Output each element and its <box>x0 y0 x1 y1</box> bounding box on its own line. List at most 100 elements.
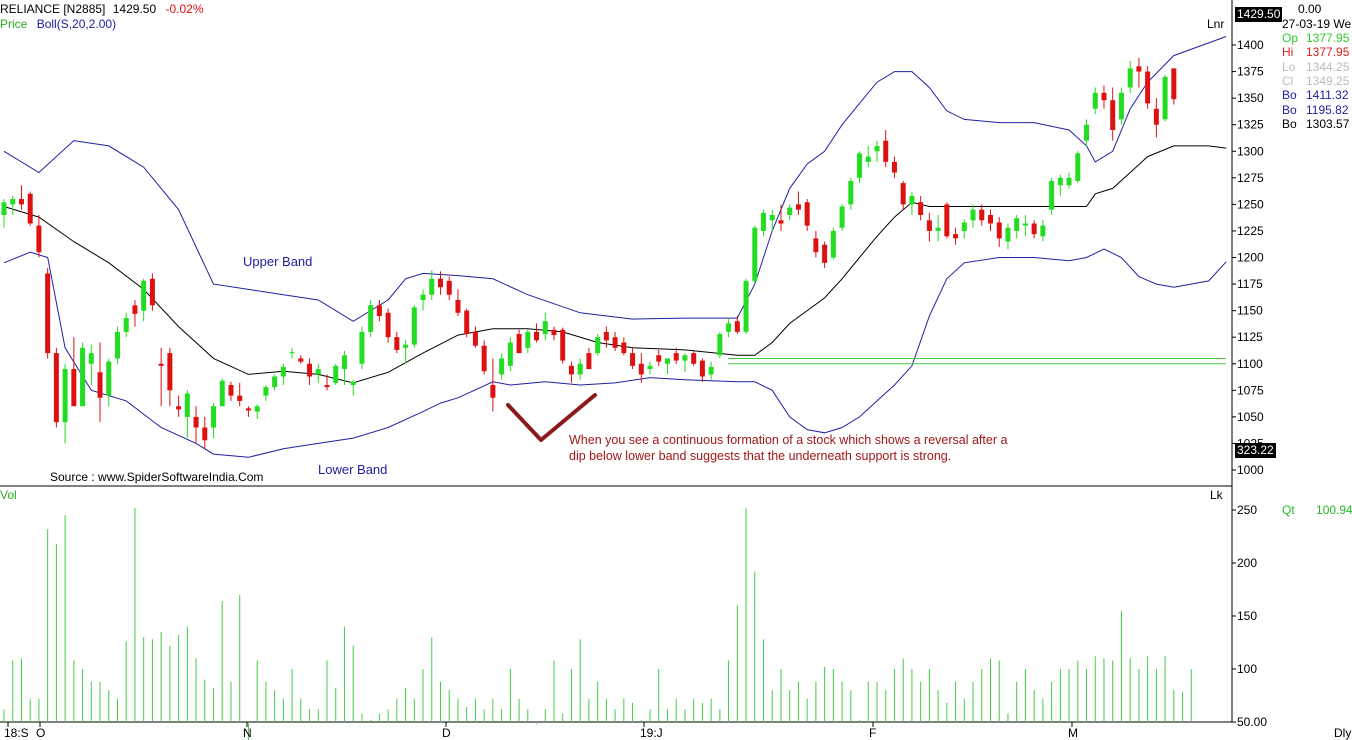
candle <box>883 130 889 168</box>
candle-body <box>621 342 627 354</box>
candle <box>272 374 278 391</box>
vol-label: Vol <box>0 488 17 502</box>
info-row: Hi 1377.95 <box>1282 45 1349 59</box>
candle <box>507 337 513 372</box>
candle-body <box>507 342 513 366</box>
lk-label: Lk <box>1210 488 1223 502</box>
price-tick-label: 1375 <box>1237 65 1264 79</box>
candle <box>752 225 758 285</box>
candle-body <box>568 365 574 375</box>
info-row: Bo 1195.82 <box>1282 103 1349 117</box>
price-tick-label: 1150 <box>1237 304 1263 318</box>
info-row-value: 1344.25 <box>1306 59 1350 74</box>
candle-body <box>612 337 618 348</box>
candle-body <box>1136 66 1142 72</box>
candle <box>1049 177 1055 215</box>
candle-body <box>935 227 941 231</box>
lnr-label: Lnr <box>1207 17 1225 31</box>
candle-body <box>987 215 993 224</box>
candle-body <box>1110 100 1116 130</box>
candle-body <box>787 207 793 215</box>
candle <box>909 191 915 215</box>
info-row-key: Cl <box>1282 73 1294 88</box>
candle <box>996 217 1002 247</box>
candle <box>307 358 313 385</box>
candle-body <box>1005 227 1011 242</box>
candle-body <box>490 385 496 398</box>
price-tick-label: 1100 <box>1237 357 1263 371</box>
candle-body <box>525 331 531 348</box>
candle-body <box>298 358 304 362</box>
candle <box>857 151 863 184</box>
price-tick-label: 1325 <box>1237 118 1264 132</box>
info-row-key: Lo <box>1282 59 1296 74</box>
candle-body <box>385 312 391 338</box>
candle <box>865 145 871 168</box>
source-label: Source : www.SpiderSoftwareIndia.Com <box>50 470 264 484</box>
candle-body <box>647 365 653 370</box>
chart-frame <box>0 0 1233 723</box>
candle <box>1075 151 1081 184</box>
v-mark <box>506 393 597 442</box>
candle-body <box>1162 76 1168 120</box>
candle <box>1101 85 1107 109</box>
time-tick-label: O <box>36 726 45 740</box>
candle-body <box>263 387 269 396</box>
candle-body <box>315 369 321 375</box>
support-lines <box>728 357 1226 365</box>
candle <box>699 358 705 382</box>
candle-body <box>53 353 59 423</box>
candle-body <box>1022 223 1028 226</box>
candle-body <box>961 222 967 231</box>
candle-body <box>918 202 924 215</box>
candle <box>839 204 845 231</box>
candle-body <box>560 329 566 361</box>
info-row: Cl 1349.25 <box>1282 74 1349 88</box>
price-tick-label: 1400 <box>1237 38 1264 52</box>
candle <box>464 308 470 338</box>
candle <box>10 195 16 215</box>
price-legend: Price <box>0 17 28 31</box>
candle <box>1057 174 1063 196</box>
candle <box>935 215 941 242</box>
candle-body <box>368 305 374 332</box>
corner-value: 0.00 <box>1298 2 1322 16</box>
candle-body <box>883 140 889 162</box>
cursor-badge: 323.22 <box>1235 443 1276 458</box>
candle <box>708 361 714 380</box>
candle-body <box>455 300 461 313</box>
candle <box>761 209 767 237</box>
candle-body <box>1049 181 1055 210</box>
candle <box>359 326 365 370</box>
time-tick-label: 18:S <box>4 726 29 740</box>
candle <box>62 363 68 444</box>
candle <box>1171 68 1177 105</box>
candle <box>586 347 592 370</box>
candle-body <box>630 353 636 366</box>
candle <box>647 361 653 375</box>
candle <box>830 227 836 260</box>
candle-body <box>1057 177 1063 186</box>
candle-body <box>1118 92 1124 120</box>
candle-body <box>27 193 33 224</box>
candle <box>1092 87 1098 115</box>
candle <box>158 347 164 407</box>
candle <box>1014 215 1020 239</box>
candle <box>141 278 147 322</box>
candle-body <box>1075 153 1081 181</box>
candle <box>245 406 251 417</box>
price-badge: 1429.50 <box>1235 7 1283 22</box>
candle-body <box>420 294 426 300</box>
info-row: Bo 1411.32 <box>1282 88 1349 102</box>
candle <box>149 273 155 311</box>
info-row-key: Hi <box>1282 45 1294 60</box>
candle-body <box>141 280 147 311</box>
candle <box>822 241 828 269</box>
candle <box>289 347 295 359</box>
candle <box>970 204 976 228</box>
candle <box>36 215 42 258</box>
candle-body <box>158 363 164 366</box>
lower-band-label: Lower Band <box>318 462 388 477</box>
candle <box>106 358 112 407</box>
candle <box>45 268 51 359</box>
